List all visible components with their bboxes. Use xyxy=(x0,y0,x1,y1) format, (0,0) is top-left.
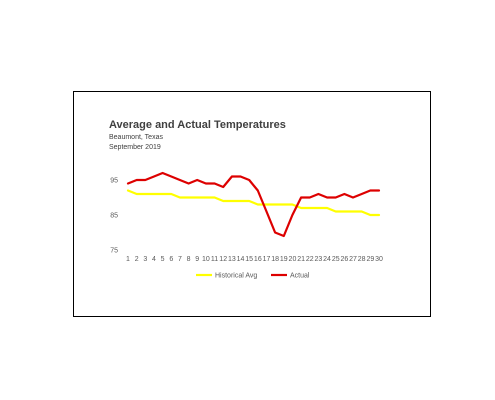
x-tick-label: 22 xyxy=(306,256,314,263)
x-tick-label: 14 xyxy=(237,256,245,263)
x-tick-label: 21 xyxy=(297,256,305,263)
x-tick-label: 12 xyxy=(219,256,227,263)
x-tick-label: 1 xyxy=(126,256,130,263)
x-tick-label: 4 xyxy=(152,256,156,263)
chart-subtitle-date: September 2019 xyxy=(109,144,161,151)
x-tick-label: 25 xyxy=(332,256,340,263)
x-tick-label: 7 xyxy=(178,256,182,263)
chart-title: Average and Actual Temperatures xyxy=(109,119,286,131)
y-tick-label: 95 xyxy=(110,178,118,185)
x-tick-label: 13 xyxy=(228,256,236,263)
x-tick-label: 23 xyxy=(315,256,323,263)
chart-subtitle-location: Beaumont, Texas xyxy=(109,134,163,141)
x-tick-label: 26 xyxy=(340,256,348,263)
x-tick-label: 11 xyxy=(211,256,218,263)
y-tick-label: 85 xyxy=(110,213,118,220)
legend-label-actual: Actual xyxy=(290,273,310,280)
chart-frame xyxy=(73,91,431,317)
x-tick-label: 18 xyxy=(271,256,279,263)
x-tick-label: 28 xyxy=(358,256,366,263)
x-tick-label: 27 xyxy=(349,256,357,263)
x-tick-label: 9 xyxy=(195,256,199,263)
x-tick-label: 17 xyxy=(263,256,271,263)
series-line-actual xyxy=(126,171,381,238)
x-tick-label: 10 xyxy=(202,256,210,263)
x-tick-label: 16 xyxy=(254,256,262,263)
x-tick-label: 29 xyxy=(366,256,374,263)
x-tick-label: 19 xyxy=(280,256,288,263)
x-tick-label: 15 xyxy=(245,256,253,263)
x-tick-label: 8 xyxy=(187,256,191,263)
x-tick-label: 20 xyxy=(289,256,297,263)
x-tick-label: 6 xyxy=(169,256,173,263)
x-tick-label: 24 xyxy=(323,256,331,263)
x-tick-label: 3 xyxy=(143,256,147,263)
y-tick-label: 75 xyxy=(110,248,118,255)
x-tick-label: 5 xyxy=(161,256,165,263)
series-line-historical-avg xyxy=(126,189,381,217)
x-tick-label: 30 xyxy=(375,256,383,263)
legend-label-historical-avg: Historical Avg xyxy=(215,273,257,280)
x-tick-label: 2 xyxy=(135,256,139,263)
